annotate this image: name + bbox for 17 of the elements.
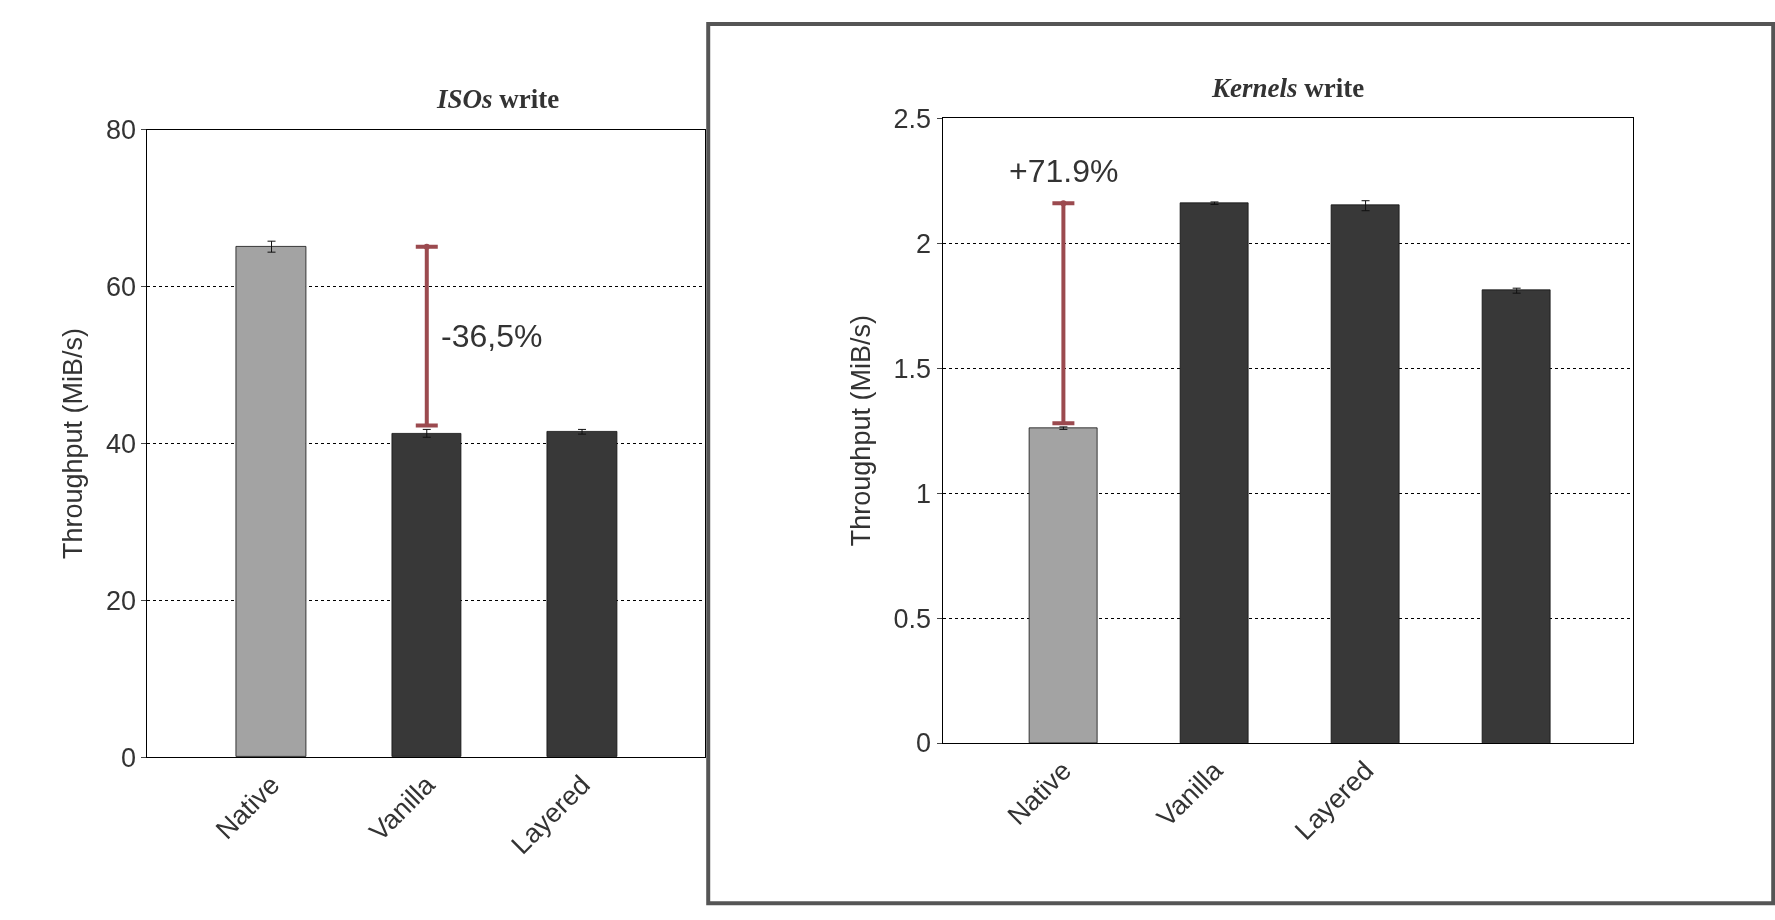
- y-tick-label: 0: [120, 742, 136, 773]
- chart-title: Kernels write: [1211, 73, 1365, 103]
- chart-title: ISOs write: [436, 84, 560, 114]
- y-tick-label: 1: [916, 478, 932, 509]
- y-tick-label: 2.5: [893, 103, 932, 134]
- y-axis-title: Throughput (MiB/s): [57, 327, 88, 560]
- y-tick-label: 20: [105, 585, 136, 616]
- y-tick-label: 80: [105, 115, 136, 146]
- annotation: -36,5%: [441, 318, 543, 354]
- y-tick-label: 1.5: [893, 353, 932, 384]
- y-tick-label: 60: [105, 272, 136, 303]
- y-tick-label: 40: [105, 428, 136, 459]
- y-tick-label: 0: [916, 728, 932, 759]
- y-tick-label: 0.5: [893, 603, 932, 634]
- y-tick-label: 2: [916, 228, 932, 259]
- annotation: +71.9%: [1009, 153, 1119, 189]
- y-axis-title: Throughput (MiB/s): [845, 315, 876, 547]
